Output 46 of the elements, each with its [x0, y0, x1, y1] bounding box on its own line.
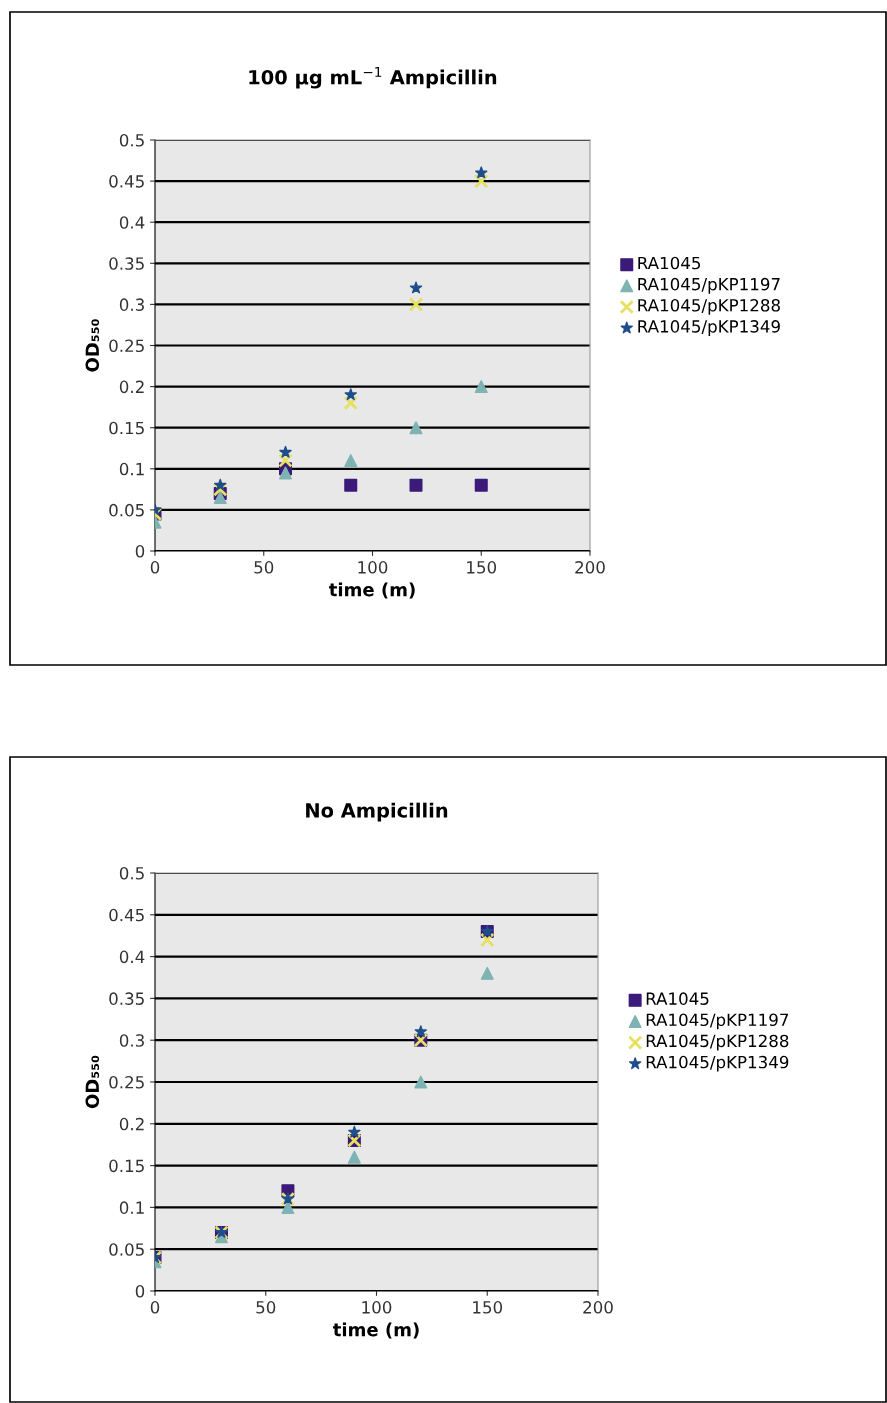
y-tick-label: 0.1 [119, 462, 144, 476]
y-tick-label: 0.4 [119, 216, 145, 229]
y-tick-label: 0.25 [109, 1075, 144, 1089]
x-axis-title: time (m) [328, 582, 415, 599]
x-tick-label: 50 [256, 1301, 276, 1314]
y-tick-label: 0.5 [119, 133, 144, 147]
y-tick-label: 0.05 [109, 1243, 144, 1256]
y-tick-label: 0.5 [119, 866, 144, 880]
legend-label: RA1045/pKP1288 [646, 1034, 789, 1051]
y-tick-label: 0.35 [109, 992, 144, 1005]
legend-label: RA1045 [646, 992, 709, 1005]
chart-title: No Ampicillin [306, 802, 448, 822]
y-tick-label: 0.15 [109, 421, 144, 435]
y-tick-label: 0.2 [119, 380, 144, 394]
x-tick-label: 0 [150, 561, 160, 574]
y-tick-label: 0 [135, 544, 145, 558]
x-tick-label: 100 [362, 1301, 392, 1314]
y-axis-title: OD₅₅₀ [85, 319, 100, 372]
legend-label: RA1045/pKP1197 [646, 1013, 789, 1030]
y-tick-label: 0.1 [119, 1201, 144, 1214]
x-tick-label: 100 [358, 561, 388, 574]
legend-label: RA1045/pKP1197 [638, 277, 780, 294]
y-tick-label: 0.15 [109, 1159, 144, 1173]
x-tick-label: 150 [473, 1301, 503, 1314]
legend-label: RA1045/pKP1349 [646, 1055, 789, 1072]
x-tick-label: 150 [467, 561, 497, 574]
y-tick-label: 0.45 [109, 908, 144, 922]
y-tick-label: 0.45 [109, 175, 144, 188]
x-tick-label: 0 [150, 1301, 160, 1314]
y-axis-title: OD₅₅₀ [85, 1055, 100, 1109]
y-tick-label: 0.05 [109, 503, 144, 517]
chart-title: 100 µg mL$^{−1}$ Ampicillin [249, 66, 497, 89]
x-tick-label: 200 [583, 1301, 613, 1314]
y-tick-label: 0.4 [119, 950, 145, 964]
y-tick-label: 0.3 [119, 1034, 144, 1047]
y-tick-label: 0.35 [109, 257, 144, 270]
x-tick-label: 200 [575, 561, 605, 574]
y-tick-label: 0.3 [119, 298, 144, 311]
legend-label: RA1045/pKP1349 [638, 320, 780, 336]
y-tick-label: 0.2 [119, 1117, 144, 1131]
y-tick-label: 0.25 [109, 339, 144, 353]
legend-label: RA1045 [638, 256, 701, 270]
x-axis-title: time (m) [332, 1322, 419, 1339]
legend-label: RA1045/pKP1288 [638, 298, 780, 315]
y-tick-label: 0 [135, 1284, 145, 1298]
x-tick-label: 50 [254, 561, 274, 574]
